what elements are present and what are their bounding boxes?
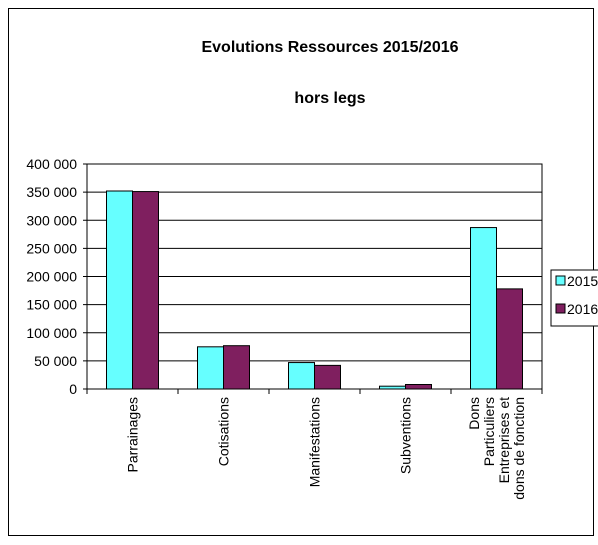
bar-2016 [223, 345, 250, 390]
y-tick-label: 250 000 [26, 240, 77, 256]
legend-label-2016: 2016 [567, 301, 598, 317]
y-tick-label: 100 000 [26, 325, 77, 341]
x-category-label: Cotisations [216, 397, 232, 466]
bar-2016 [314, 364, 341, 390]
x-category-label: Manifestations [307, 397, 323, 487]
bar-2016 [496, 288, 523, 390]
x-category-label: Parrainages [125, 397, 141, 473]
legend-swatch-2015 [555, 275, 566, 286]
y-tick-label: 200 000 [26, 269, 77, 285]
bar-2015 [470, 227, 497, 390]
y-tick-label: 350 000 [26, 184, 77, 200]
legend-swatch-2016 [555, 303, 566, 314]
bar-2015 [379, 385, 406, 390]
bar-2015 [288, 362, 315, 390]
y-tick-label: 150 000 [26, 297, 77, 313]
y-tick-label: 50 000 [34, 353, 77, 369]
chart-title: Evolutions Ressources 2015/2016 [201, 39, 458, 56]
legend-label-2015: 2015 [567, 273, 598, 289]
bar-2015 [197, 346, 224, 390]
bar-2015 [106, 190, 133, 390]
chart-subtitle: hors legs [294, 90, 365, 107]
y-tick-label: 0 [69, 381, 77, 397]
y-tick-label: 400 000 [26, 156, 77, 172]
bar-2016 [132, 191, 159, 390]
bar-2016 [405, 384, 432, 390]
x-category-label: Subventions [398, 397, 414, 474]
x-category-label: DonsParticuliersEntreprises etdons de fo… [466, 397, 527, 500]
y-tick-label: 300 000 [26, 212, 77, 228]
